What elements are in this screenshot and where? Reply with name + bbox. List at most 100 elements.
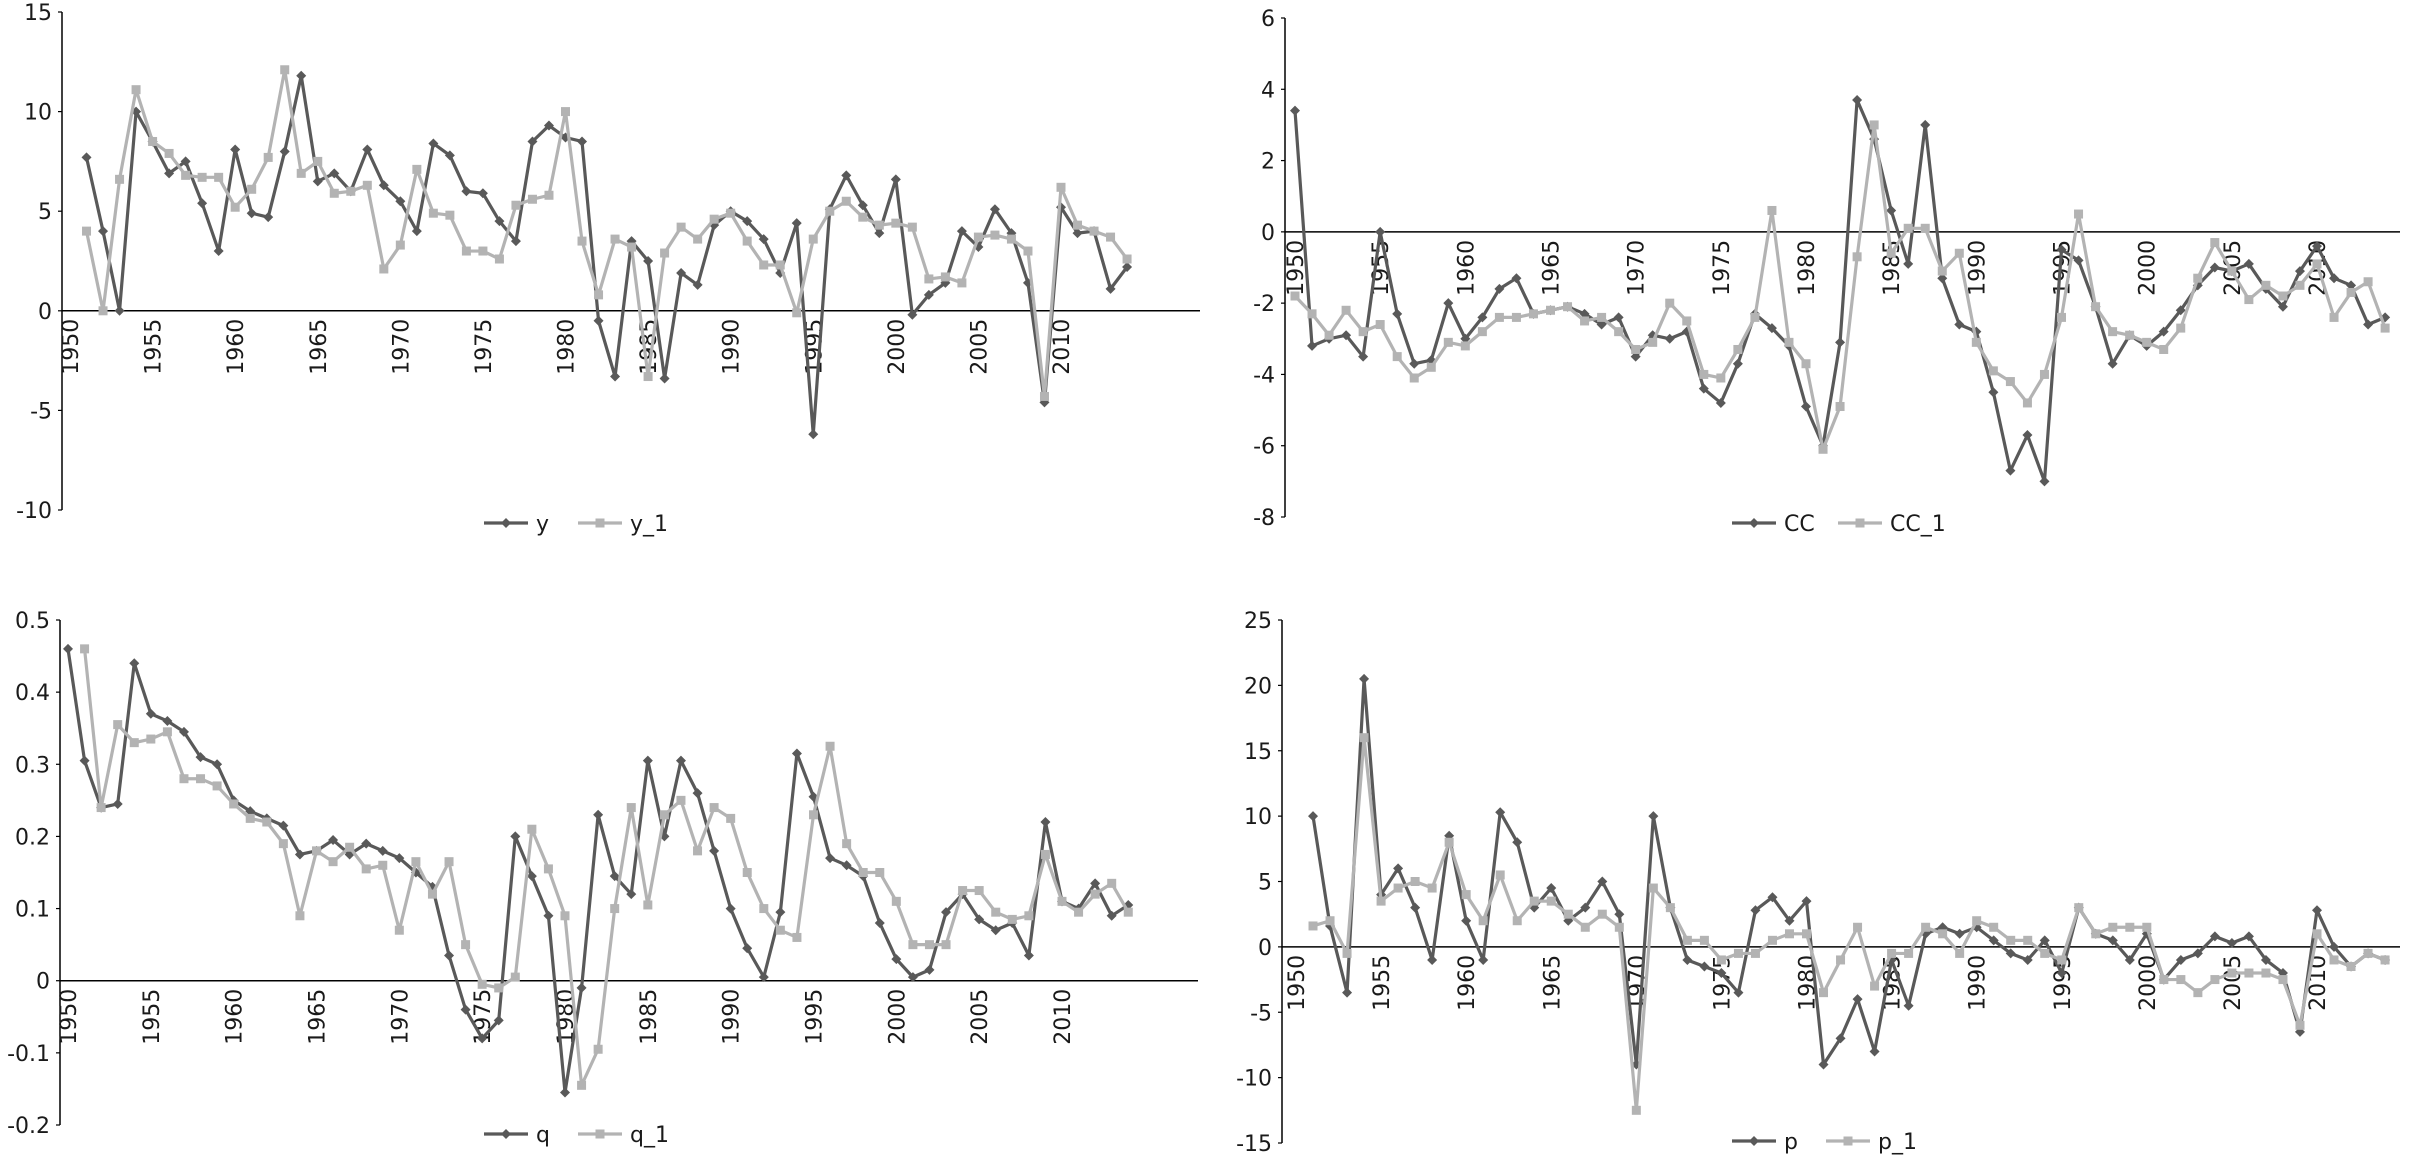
data-point-q_1: [345, 842, 355, 852]
data-point-p_1: [2227, 968, 2237, 978]
data-point-p_1: [2363, 948, 2373, 958]
y-tick-label: -15: [1236, 1132, 1272, 1157]
data-point-q: [560, 1087, 570, 1098]
data-point-q_1: [113, 720, 123, 730]
data-point-q: [294, 849, 305, 860]
data-point-q: [742, 943, 753, 954]
x-tick-label: 1990: [1966, 955, 1991, 1011]
data-point-y: [923, 289, 934, 300]
data-point-cc: [1732, 358, 1743, 369]
data-point-q_1: [792, 932, 802, 942]
y-tick-label: 15: [1244, 740, 1272, 765]
series-line-y: [84, 74, 1129, 436]
data-point-y: [362, 144, 373, 155]
data-point-q: [162, 716, 173, 726]
data-point-y_1: [214, 172, 224, 182]
data-point-q: [543, 910, 554, 921]
data-point-cc: [1852, 94, 1863, 105]
data-point-p: [1393, 863, 1404, 874]
data-point-y: [956, 226, 967, 237]
data-point-p_1: [2261, 968, 2271, 978]
data-point-q_1: [212, 781, 222, 791]
data-point-p_1: [2295, 1020, 2305, 1030]
data-point-y_1: [594, 290, 604, 300]
x-tick-label: 1960: [223, 989, 248, 1045]
data-point-p: [1614, 909, 1625, 920]
data-point-y_1: [891, 218, 901, 228]
data-point-y_1: [346, 186, 356, 196]
data-point-q: [145, 708, 156, 719]
legend-marker-y_1: [595, 518, 605, 528]
data-point-y_1: [115, 174, 125, 184]
data-point-q: [245, 806, 256, 817]
data-point-cc_1: [2193, 273, 2203, 283]
data-point-p_1: [1989, 922, 1999, 932]
data-point-y_1: [395, 240, 405, 250]
data-point-cc_1: [1937, 266, 1947, 276]
data-point-y_1: [907, 222, 917, 232]
data-point-cc_1: [1597, 312, 1607, 322]
data-point-q: [328, 835, 339, 846]
data-point-cc_1: [2380, 323, 2390, 333]
data-point-q_1: [626, 803, 636, 813]
data-point-q: [924, 964, 935, 975]
data-point-q: [675, 755, 686, 766]
data-point-y_1: [973, 232, 983, 242]
data-point-cc: [1511, 273, 1522, 284]
x-tick-label: 1960: [1455, 955, 1480, 1011]
data-point-cc_1: [1375, 320, 1385, 330]
x-tick-label: 2005: [968, 989, 993, 1045]
data-point-q_1: [312, 846, 321, 856]
data-point-p: [1784, 915, 1795, 926]
data-point-cc: [1630, 351, 1641, 362]
data-point-cc: [1460, 333, 1471, 344]
data-point-cc_1: [2091, 302, 2101, 312]
x-tick-label: 1980: [1795, 240, 1820, 296]
data-point-y: [692, 279, 703, 290]
data-point-p_1: [2142, 922, 2152, 932]
data-point-cc_1: [2210, 238, 2220, 248]
y-tick-label: 0.2: [15, 825, 50, 850]
data-point-q_1: [726, 813, 736, 823]
data-point-q: [709, 845, 720, 856]
data-point-y: [98, 226, 109, 237]
x-tick-label: 1960: [224, 319, 249, 375]
data-point-y: [543, 120, 554, 131]
data-point-p_1: [1410, 877, 1420, 886]
x-tick-label: 2000: [885, 989, 910, 1045]
data-point-y: [758, 234, 769, 245]
data-point-cc_1: [1665, 298, 1675, 308]
data-point-cc: [1698, 383, 1709, 394]
data-point-y_1: [379, 264, 389, 274]
data-point-y_1: [561, 107, 570, 117]
data-point-q_1: [427, 889, 437, 899]
data-point-y: [246, 208, 257, 219]
data-point-cc_1: [2159, 344, 2169, 354]
data-point-cc_1: [2227, 266, 2237, 276]
data-point-cc_1: [1324, 330, 1334, 340]
chart-panel-q: -0.2 -0.1 0 0.1 0.2 0.3 0.4 0.5 1950 1955 1960 1965…: [7, 609, 1198, 1148]
data-point-y_1: [230, 202, 240, 212]
data-point-cc: [2175, 305, 2186, 316]
data-point-q: [377, 845, 388, 856]
data-point-q_1: [560, 911, 570, 921]
legend-marker-p: [1749, 1136, 1759, 1146]
data-point-y: [395, 196, 406, 207]
data-point-p_1: [2312, 929, 2322, 939]
data-point-cc_1: [2261, 280, 2271, 290]
series-line-q_1: [82, 648, 1130, 1087]
data-point-q: [1040, 817, 1051, 827]
legend-marker-q: [501, 1129, 511, 1139]
x-tick-label: 1990: [720, 319, 745, 375]
data-point-cc: [2158, 326, 2169, 337]
data-point-y: [494, 216, 505, 227]
data-point-q: [692, 788, 703, 799]
data-point-q: [212, 759, 223, 770]
data-point-cc_1: [1886, 248, 1896, 258]
x-tick-label: 1970: [1625, 240, 1650, 296]
y-tick-label: 0: [36, 970, 50, 995]
data-point-p_1: [2176, 975, 2186, 985]
data-point-p_1: [1597, 909, 1607, 919]
data-point-p_1: [2193, 988, 2203, 998]
